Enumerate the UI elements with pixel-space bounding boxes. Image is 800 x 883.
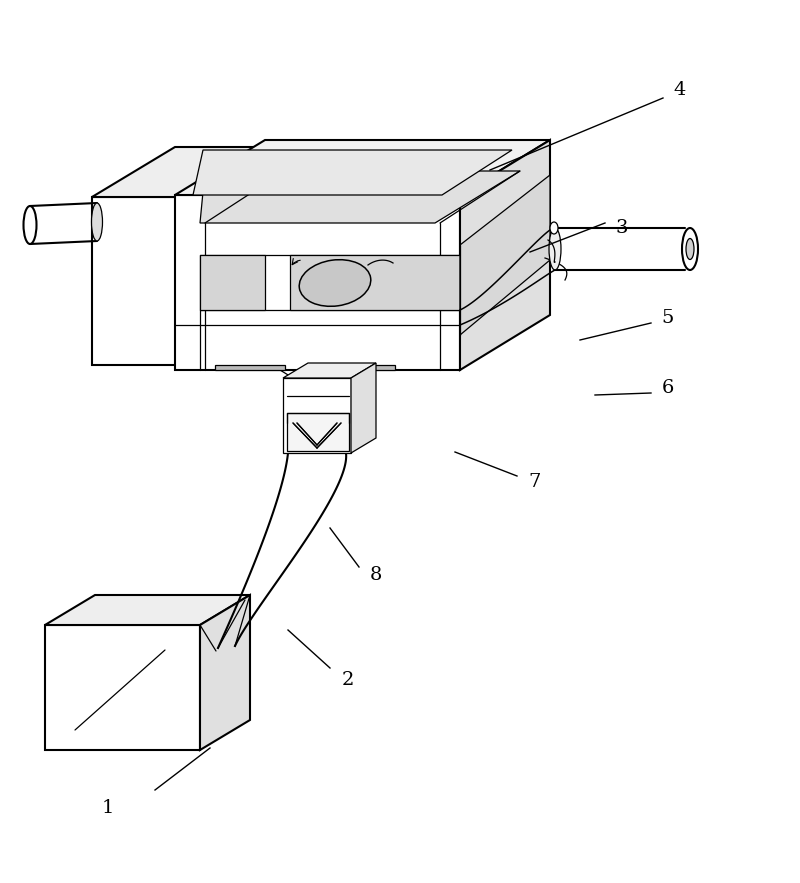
Polygon shape	[460, 140, 550, 370]
Ellipse shape	[299, 260, 370, 306]
Polygon shape	[45, 595, 250, 625]
Polygon shape	[175, 195, 460, 370]
Polygon shape	[200, 595, 250, 750]
Text: 1: 1	[102, 799, 114, 817]
Text: 6: 6	[662, 379, 674, 397]
Polygon shape	[215, 365, 285, 370]
Polygon shape	[305, 365, 395, 370]
Text: 8: 8	[370, 566, 382, 584]
Ellipse shape	[686, 238, 694, 260]
Text: 3: 3	[616, 219, 628, 237]
Ellipse shape	[549, 228, 561, 270]
Polygon shape	[193, 150, 512, 195]
Polygon shape	[351, 363, 376, 453]
Polygon shape	[200, 171, 520, 223]
Polygon shape	[460, 175, 550, 335]
Ellipse shape	[23, 206, 37, 244]
Ellipse shape	[91, 203, 102, 241]
Polygon shape	[283, 378, 351, 453]
Polygon shape	[45, 625, 200, 750]
Text: 7: 7	[529, 473, 541, 491]
Polygon shape	[176, 147, 259, 365]
Polygon shape	[92, 147, 259, 197]
Polygon shape	[92, 197, 176, 365]
Polygon shape	[175, 140, 550, 195]
Text: 2: 2	[342, 671, 354, 689]
Text: 5: 5	[662, 309, 674, 327]
Ellipse shape	[682, 228, 698, 270]
Polygon shape	[283, 363, 376, 378]
Text: 4: 4	[674, 81, 686, 99]
Ellipse shape	[550, 222, 558, 234]
Polygon shape	[200, 255, 265, 310]
Polygon shape	[290, 255, 460, 310]
Polygon shape	[287, 413, 349, 451]
